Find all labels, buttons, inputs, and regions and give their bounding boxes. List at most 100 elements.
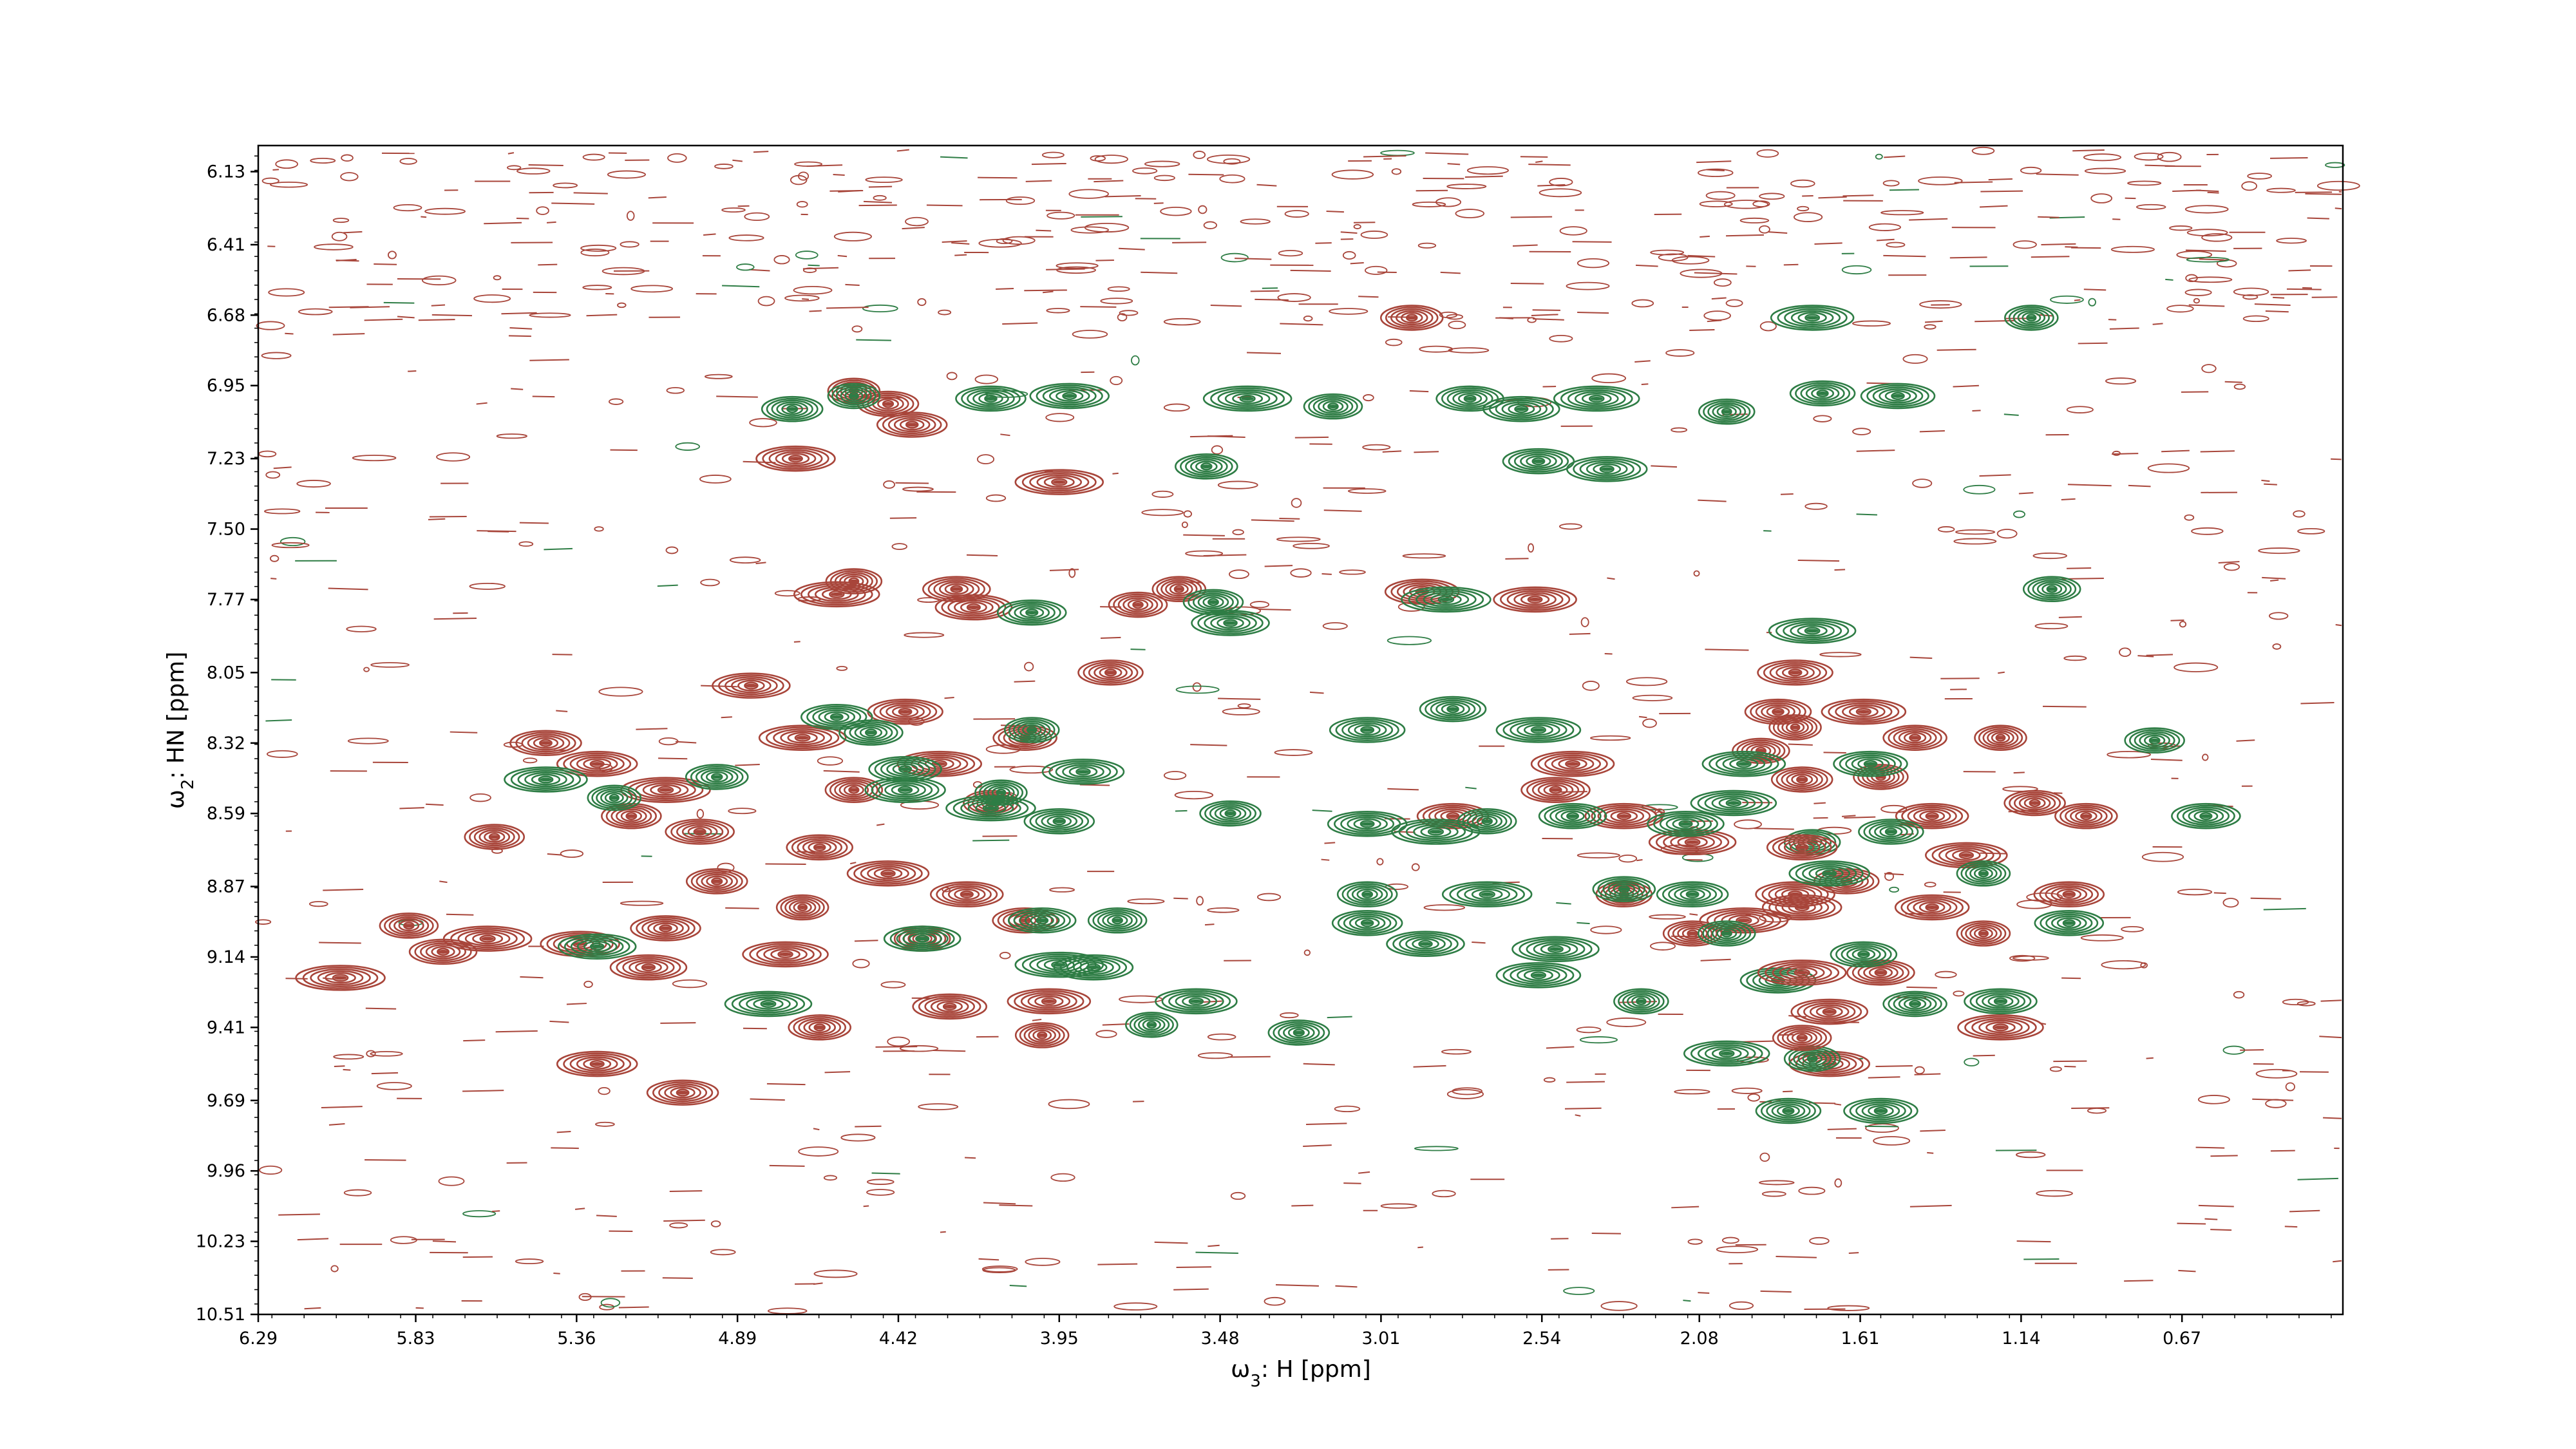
- peak: [1789, 380, 1856, 407]
- contour-level: [1034, 995, 1064, 1007]
- noise-contour: [2090, 193, 2112, 204]
- contour-level: [469, 826, 520, 849]
- noise-contour: [1014, 680, 1036, 683]
- noise-contour: [1759, 225, 1770, 234]
- contour-level: [690, 765, 744, 788]
- contour-level: [1852, 948, 1876, 960]
- peak-center: [404, 923, 414, 928]
- contour-level: [1336, 881, 1398, 908]
- contour-level: [777, 950, 793, 959]
- contour-level: [1354, 724, 1381, 736]
- noise-contour: [940, 1231, 946, 1233]
- contour-level: [1613, 988, 1669, 1015]
- contour-level: [1361, 890, 1374, 898]
- contour-level: [2050, 915, 2087, 931]
- peak-center: [1190, 999, 1202, 1003]
- noise-contour: [965, 1157, 976, 1159]
- peak-center: [659, 788, 672, 792]
- contour-level: [896, 929, 949, 949]
- noise-contour: [1342, 251, 1356, 260]
- noise-contour: [450, 731, 478, 734]
- contour-level: [1781, 1028, 1823, 1048]
- noise-contour: [2061, 977, 2081, 980]
- noise-contour: [1002, 322, 1038, 325]
- contour-level: [1520, 593, 1550, 605]
- peak: [1690, 790, 1777, 817]
- peak: [295, 965, 386, 991]
- contour-level: [1716, 406, 1737, 418]
- noise-contour: [1906, 986, 1937, 989]
- noise-contour: [341, 154, 354, 162]
- noise-contour: [1343, 1182, 1361, 1184]
- noise-contour: [1510, 216, 1553, 218]
- noise-contour: [1842, 815, 1856, 817]
- noise-contour: [1759, 1180, 1795, 1186]
- peak-center: [1909, 1001, 1920, 1006]
- contour-level: [800, 703, 873, 730]
- noise-contour: [2083, 289, 2107, 291]
- contour-level: [1736, 739, 1786, 762]
- noise-contour: [271, 542, 310, 549]
- contour-level: [473, 827, 515, 847]
- contour-level: [905, 421, 919, 429]
- contour-level: [2040, 911, 2099, 934]
- peak: [867, 698, 943, 725]
- noise-contour: [1465, 786, 1477, 790]
- contour-level: [1185, 457, 1228, 476]
- contour-level: [2012, 308, 2050, 328]
- noise-contour: [1909, 1204, 1952, 1208]
- contour-level: [2139, 732, 2170, 748]
- y-tick-label: 6.13: [207, 162, 245, 182]
- contour-level: [1716, 927, 1738, 940]
- contour-level: [1041, 759, 1125, 785]
- contour-level: [1283, 1025, 1315, 1041]
- contour-level: [1884, 390, 1911, 402]
- contour-level: [1842, 704, 1886, 719]
- noise-contour: [978, 1258, 999, 1261]
- peak: [761, 395, 824, 422]
- contour-level: [1308, 395, 1358, 418]
- contour-level: [873, 867, 903, 880]
- noise-contour: [528, 164, 564, 166]
- contour-level: [883, 925, 961, 952]
- contour-level: [1690, 1042, 1763, 1065]
- contour-level: [896, 750, 983, 777]
- contour-level: [1340, 814, 1395, 833]
- peak: [1821, 698, 1907, 725]
- peak-center: [882, 871, 895, 876]
- contour-level: [1036, 384, 1103, 408]
- contour-level: [569, 1054, 625, 1074]
- contour-level: [563, 1052, 632, 1075]
- peak: [1124, 1012, 1179, 1038]
- noise-contour: [267, 750, 298, 758]
- contour-level: [718, 674, 784, 697]
- contour-level: [797, 838, 843, 857]
- noise-contour: [1797, 205, 1810, 212]
- noise-contour: [2063, 655, 2087, 661]
- contour-level: [1581, 393, 1612, 404]
- peak-center: [1926, 814, 1938, 819]
- contour-level: [622, 958, 675, 977]
- noise-contour: [1256, 184, 1277, 187]
- noise-contour: [1505, 558, 1529, 560]
- contour-level: [1662, 883, 1723, 906]
- contour-level: [2022, 312, 2041, 324]
- contour-level: [871, 779, 940, 802]
- contour-level: [414, 940, 472, 963]
- peak: [876, 412, 948, 438]
- contour-level: [1678, 820, 1693, 828]
- noise-contour: [1000, 433, 1010, 437]
- contour-level: [1353, 818, 1381, 830]
- contour-level: [1526, 940, 1586, 959]
- contour-level: [1188, 997, 1204, 1005]
- noise-contour: [1537, 184, 1566, 187]
- peak-center: [1687, 931, 1698, 936]
- noise-contour: [1303, 949, 1311, 956]
- peak-center: [1806, 629, 1819, 633]
- noise-contour: [1778, 1034, 1794, 1036]
- contour-level: [791, 836, 848, 859]
- noise-contour: [574, 1208, 585, 1210]
- x-tick-label: 2.54: [1522, 1329, 1561, 1349]
- contour-level: [2034, 909, 2105, 936]
- noise-contour: [270, 578, 277, 580]
